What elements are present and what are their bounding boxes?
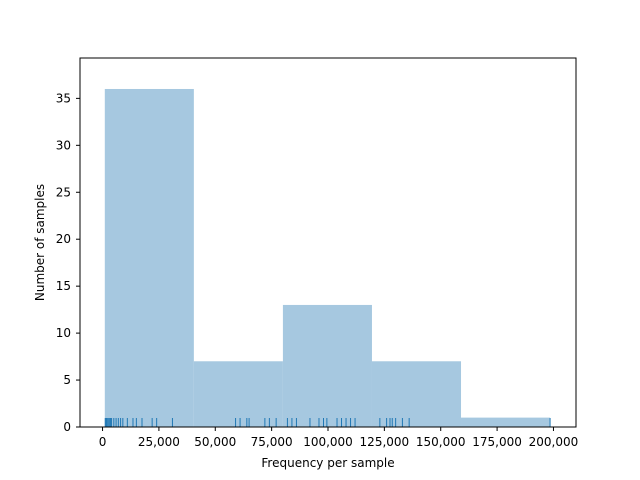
histogram-bar-3: [282, 304, 372, 427]
y-tick-label-2: 5: [63, 373, 71, 387]
histogram-bar-2: [193, 361, 283, 427]
x-tick-label-7: 150,000: [416, 435, 466, 449]
x-tick-label-9: 200,000: [529, 435, 579, 449]
x-tick-label-5: 100,000: [303, 435, 353, 449]
y-tick-label-5: 20: [56, 232, 71, 246]
x-tick-label-1: 0: [99, 435, 107, 449]
y-tick-label-3: 10: [56, 326, 71, 340]
histogram-bar-1: [104, 88, 194, 427]
y-tick-label-8: 35: [56, 91, 71, 105]
histogram-bars: [104, 88, 551, 427]
y-tick-label-6: 25: [56, 185, 71, 199]
x-axis-ticks: 0 25,000 50,000 75,000 100,000 125,000 150,000…: [99, 427, 579, 449]
histogram-bar-4: [371, 361, 462, 427]
y-axis-label: Number of samples: [33, 184, 47, 301]
x-tick-label-3: 50,000: [194, 435, 236, 449]
x-tick-label-8: 175,000: [472, 435, 522, 449]
y-axis-ticks: 0 5 10 15 20 25 30 35: [56, 91, 80, 434]
rug-ticks: [104, 418, 551, 427]
x-tick-label-4: 75,000: [251, 435, 293, 449]
y-tick-label-4: 15: [56, 279, 71, 293]
y-tick-label-1: 0: [63, 420, 71, 434]
x-tick-label-6: 125,000: [360, 435, 410, 449]
x-tick-label-2: 25,000: [138, 435, 180, 449]
x-axis-label: Frequency per sample: [261, 456, 394, 470]
y-tick-label-7: 30: [56, 138, 71, 152]
histogram-bar-5: [461, 417, 551, 427]
